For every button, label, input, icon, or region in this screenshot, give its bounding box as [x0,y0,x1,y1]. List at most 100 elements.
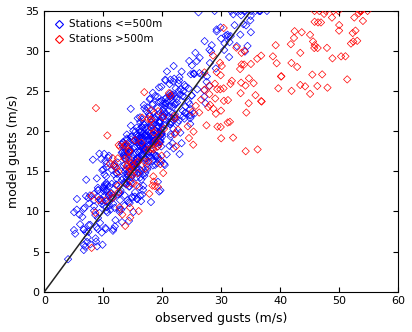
Point [241,49,248,54]
Point [79,214,86,219]
Point [103,205,110,210]
Point [119,142,126,147]
Point [114,171,120,177]
Point [189,109,196,115]
Point [248,61,254,67]
Point [132,157,139,163]
Point [212,81,218,86]
Point [180,88,187,94]
Point [150,141,157,147]
Point [159,115,166,120]
Point [199,72,205,77]
Point [84,239,90,245]
Point [138,153,145,158]
Point [147,131,154,136]
Point [130,181,136,186]
Point [162,123,169,128]
Point [77,222,83,227]
Point [152,154,159,159]
Point [160,113,167,119]
Point [166,81,173,87]
Point [145,137,152,143]
Point [201,94,208,99]
Point [122,193,128,198]
Point [167,91,173,96]
Point [130,163,137,169]
Point [182,110,189,116]
Point [181,82,188,88]
Point [156,139,163,145]
Point [112,164,118,169]
Point [125,169,131,175]
Point [176,118,182,123]
Point [164,152,170,157]
Point [165,116,171,121]
Point [154,153,161,159]
Point [192,50,199,55]
Point [123,175,130,180]
Point [147,154,154,159]
Point [242,83,249,88]
Point [150,110,157,115]
Point [198,97,204,102]
Point [117,191,123,196]
Point [136,138,142,144]
Point [170,104,176,110]
Point [175,127,181,132]
Point [309,72,316,77]
Point [191,71,197,76]
Point [237,91,244,96]
Point [106,192,112,197]
Point [152,137,158,143]
Point [157,139,163,144]
Point [118,150,125,155]
Point [92,210,98,215]
Point [238,80,244,85]
Point [117,198,123,203]
Point [258,53,265,58]
Point [72,231,79,236]
Point [201,70,208,75]
Point [180,114,187,119]
Point [160,108,166,113]
Point [125,200,131,205]
Point [351,15,358,20]
Point [149,138,155,143]
Point [144,147,150,152]
Point [240,22,247,27]
Point [167,93,173,98]
Point [187,72,194,77]
Point [187,107,193,112]
Point [123,141,129,147]
Point [121,203,128,208]
Point [108,181,115,187]
Point [171,116,178,121]
Point [125,146,132,151]
Point [318,20,324,25]
Point [169,92,176,97]
Point [142,157,148,163]
Point [149,140,155,145]
Point [102,158,109,163]
Point [194,58,200,64]
Point [356,11,362,16]
Point [110,201,117,207]
Point [86,201,92,206]
Point [141,147,148,153]
Point [171,76,178,81]
Point [272,42,279,48]
Point [167,119,174,124]
Point [132,138,138,144]
Point [196,110,202,115]
Point [154,106,161,111]
Point [88,193,95,199]
Point [155,124,162,129]
Point [123,144,129,150]
Point [177,130,184,135]
Point [140,146,146,151]
Point [159,112,166,117]
Point [147,96,154,101]
Point [81,205,88,210]
Point [128,175,134,180]
Point [207,102,213,108]
